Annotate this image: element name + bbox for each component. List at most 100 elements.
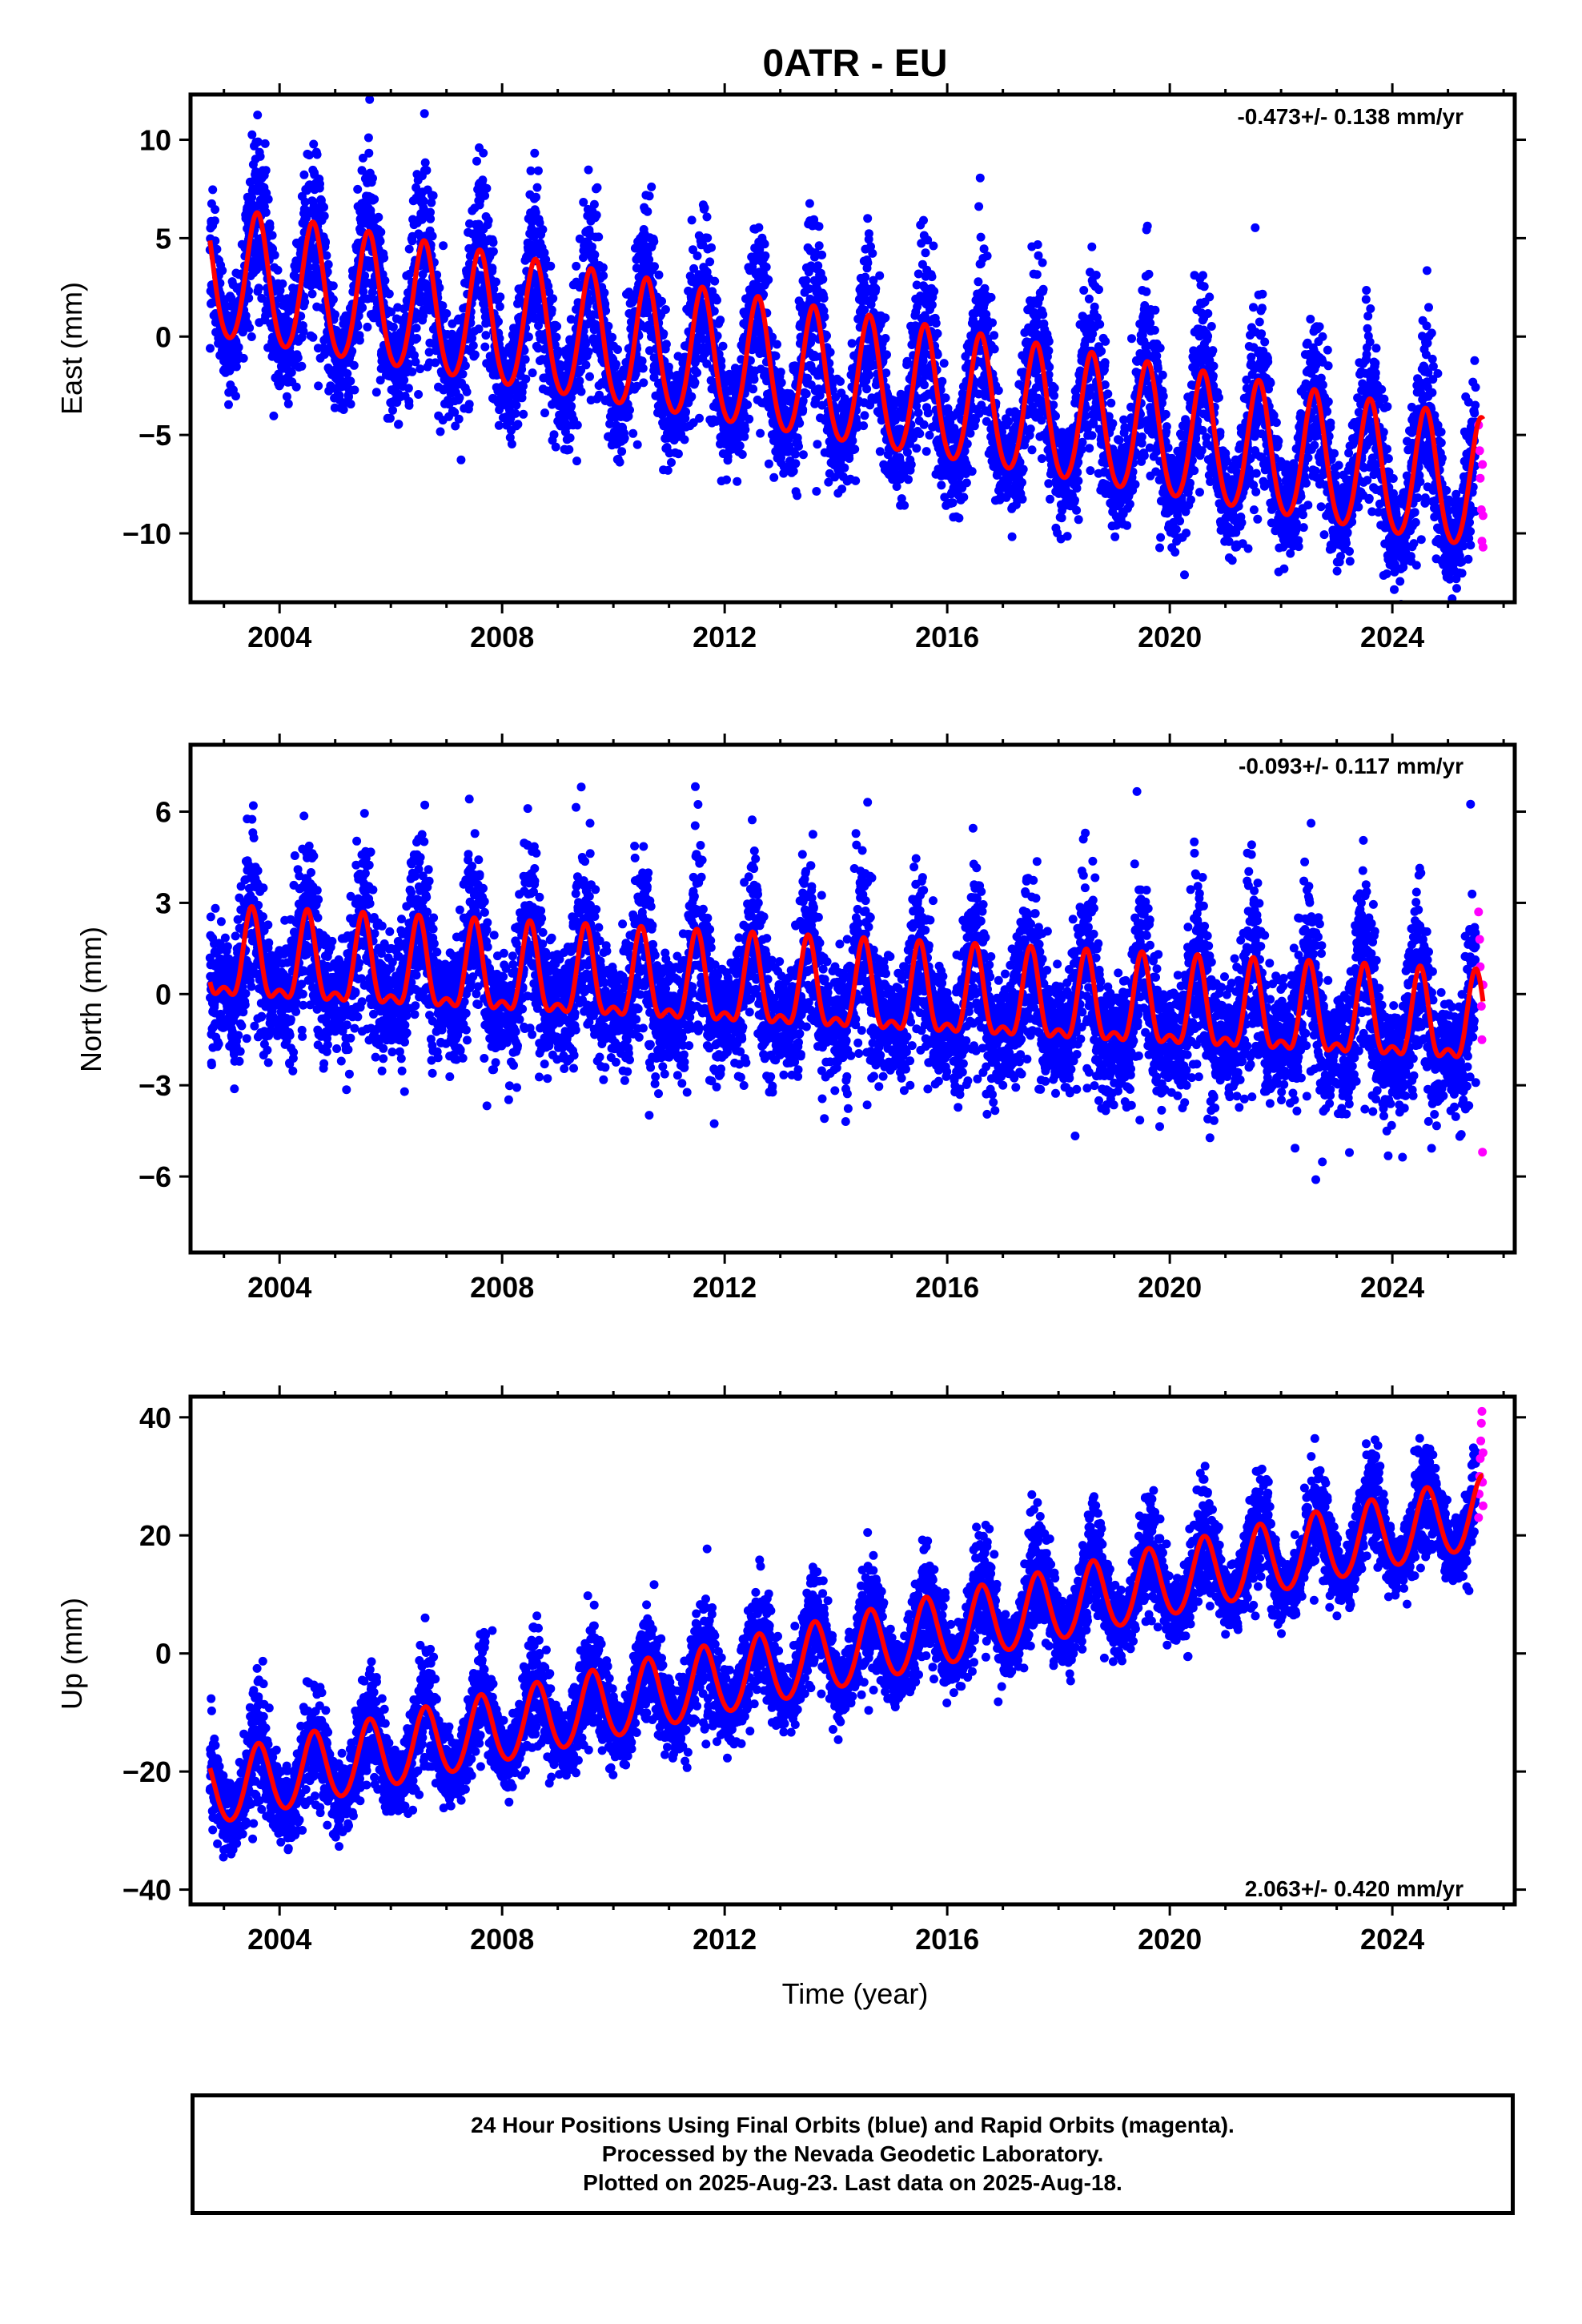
east-final-point	[632, 440, 642, 449]
east-final-point	[912, 444, 921, 453]
east-final-point	[428, 231, 437, 241]
east-final-point	[404, 359, 413, 368]
east-final-point	[519, 381, 528, 391]
east-final-point	[868, 248, 877, 258]
east-final-point	[743, 400, 753, 409]
east-final-point	[488, 238, 498, 247]
east-final-point	[871, 283, 881, 293]
east-final-point	[551, 442, 560, 452]
east-final-point	[494, 420, 504, 430]
east-final-point	[257, 294, 267, 303]
east-final-point	[793, 491, 802, 501]
east-final-point	[322, 251, 331, 260]
east-final-point	[939, 359, 949, 368]
east-final-point	[454, 414, 464, 424]
east-final-point	[644, 191, 654, 201]
east-final-point	[654, 270, 664, 279]
east-final-point	[282, 392, 291, 401]
east-final-point	[659, 329, 669, 339]
east-final-point	[358, 153, 367, 163]
east-final-point	[360, 271, 370, 280]
east-final-point	[812, 487, 821, 496]
east-final-point	[253, 111, 263, 120]
east-final-point	[848, 436, 857, 445]
east-final-point	[575, 376, 584, 386]
east-final-point	[419, 196, 428, 206]
east-final-point	[813, 440, 822, 449]
east-final-point	[923, 408, 933, 418]
east-final-point	[702, 212, 712, 222]
east-final-point	[344, 392, 353, 402]
east-final-point	[915, 429, 925, 438]
east-final-point	[455, 393, 464, 403]
east-final-point	[520, 346, 529, 356]
east-final-point	[933, 329, 942, 338]
east-final-point	[458, 369, 468, 379]
east-final-point	[718, 341, 728, 351]
east-final-point	[657, 296, 666, 306]
east-final-point	[513, 420, 523, 429]
east-final-point	[931, 319, 941, 328]
east-final-point	[314, 381, 323, 391]
east-final-point	[611, 360, 620, 369]
east-final-point	[974, 277, 983, 287]
east-final-point	[820, 312, 829, 322]
east-final-point	[321, 238, 330, 247]
east-final-point	[552, 322, 562, 331]
east-final-point	[528, 368, 537, 378]
east-final-point	[319, 211, 329, 221]
east-final-point	[954, 513, 964, 523]
east-final-point	[212, 244, 222, 254]
east-final-point	[761, 263, 771, 271]
east-final-point	[319, 343, 328, 352]
east-final-point	[547, 305, 556, 315]
east-final-point	[412, 334, 422, 343]
east-final-point	[520, 355, 530, 364]
east-final-point	[851, 476, 861, 485]
east-final-point	[431, 358, 440, 368]
east-final-point	[863, 214, 873, 223]
east-final-point	[291, 382, 301, 392]
east-final-point	[208, 185, 218, 195]
east-final-point	[590, 250, 600, 259]
east-final-point	[805, 199, 814, 208]
east-final-point	[255, 151, 265, 161]
east-final-point	[861, 272, 870, 282]
east-final-point	[304, 151, 314, 160]
east-final-point	[267, 332, 277, 342]
east-final-point	[600, 288, 609, 298]
east-final-point	[798, 450, 808, 460]
east-final-point	[368, 174, 377, 183]
east-final-point	[227, 294, 236, 303]
east-final-point	[231, 392, 240, 401]
east-final-point	[845, 454, 854, 463]
east-final-point	[464, 400, 474, 409]
east-final-point	[299, 327, 308, 336]
east-final-point	[300, 297, 310, 307]
east-final-point	[859, 421, 869, 431]
east-final-point	[771, 352, 781, 360]
east-final-point	[865, 371, 874, 380]
east-final-point	[470, 350, 480, 360]
east-final-point	[530, 314, 540, 324]
east-final-point	[495, 302, 504, 312]
east-final-point	[353, 184, 363, 194]
east-final-point	[588, 242, 596, 251]
east-final-point	[776, 368, 785, 377]
east-final-point	[761, 251, 770, 260]
east-final-point	[564, 444, 574, 454]
east-final-point	[436, 427, 445, 436]
east-final-point	[695, 413, 704, 423]
east-final-point	[962, 439, 972, 448]
east-final-point	[442, 309, 452, 318]
east-final-point	[638, 364, 648, 373]
east-final-point	[613, 345, 622, 354]
east-final-point	[927, 300, 937, 310]
east-final-point	[592, 183, 602, 192]
east-final-point	[309, 139, 319, 149]
east-final-point	[745, 414, 754, 424]
east-final-point	[374, 212, 383, 222]
east-final-point	[269, 411, 279, 420]
east-final-point	[733, 476, 742, 486]
